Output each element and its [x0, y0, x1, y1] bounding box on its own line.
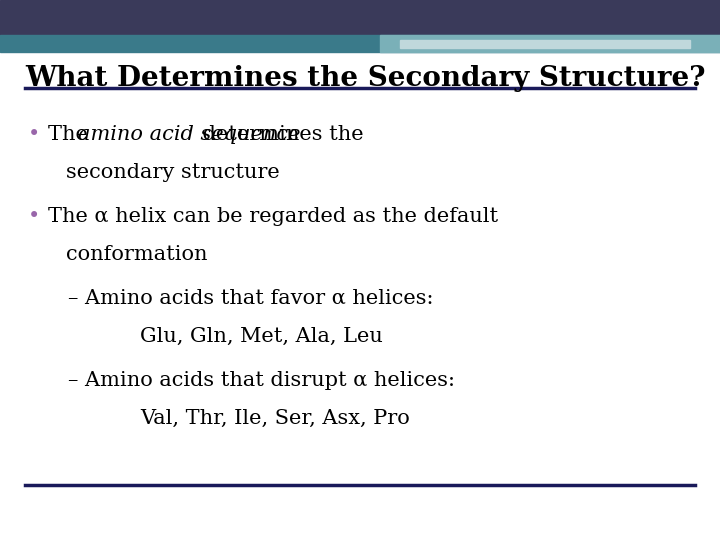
Text: What Determines the Secondary Structure?: What Determines the Secondary Structure? — [25, 65, 706, 92]
Text: The α helix can be regarded as the default: The α helix can be regarded as the defau… — [48, 207, 498, 226]
Text: – Amino acids that favor α helices:: – Amino acids that favor α helices: — [68, 289, 433, 308]
Text: The: The — [48, 125, 94, 144]
Bar — [380, 35, 720, 52]
Text: amino acid sequence: amino acid sequence — [78, 125, 300, 144]
Text: Val, Thr, Ile, Ser, Asx, Pro: Val, Thr, Ile, Ser, Asx, Pro — [140, 409, 410, 428]
Bar — [0, 0, 720, 35]
Text: conformation: conformation — [66, 245, 207, 264]
Text: Glu, Gln, Met, Ala, Leu: Glu, Gln, Met, Ala, Leu — [140, 327, 383, 346]
Text: •: • — [28, 207, 40, 226]
Text: determines the: determines the — [196, 125, 364, 144]
Bar — [400, 40, 690, 48]
Bar — [0, 35, 720, 52]
Text: •: • — [28, 125, 40, 144]
Text: – Amino acids that disrupt α helices:: – Amino acids that disrupt α helices: — [68, 371, 455, 390]
Text: secondary structure: secondary structure — [66, 163, 280, 182]
